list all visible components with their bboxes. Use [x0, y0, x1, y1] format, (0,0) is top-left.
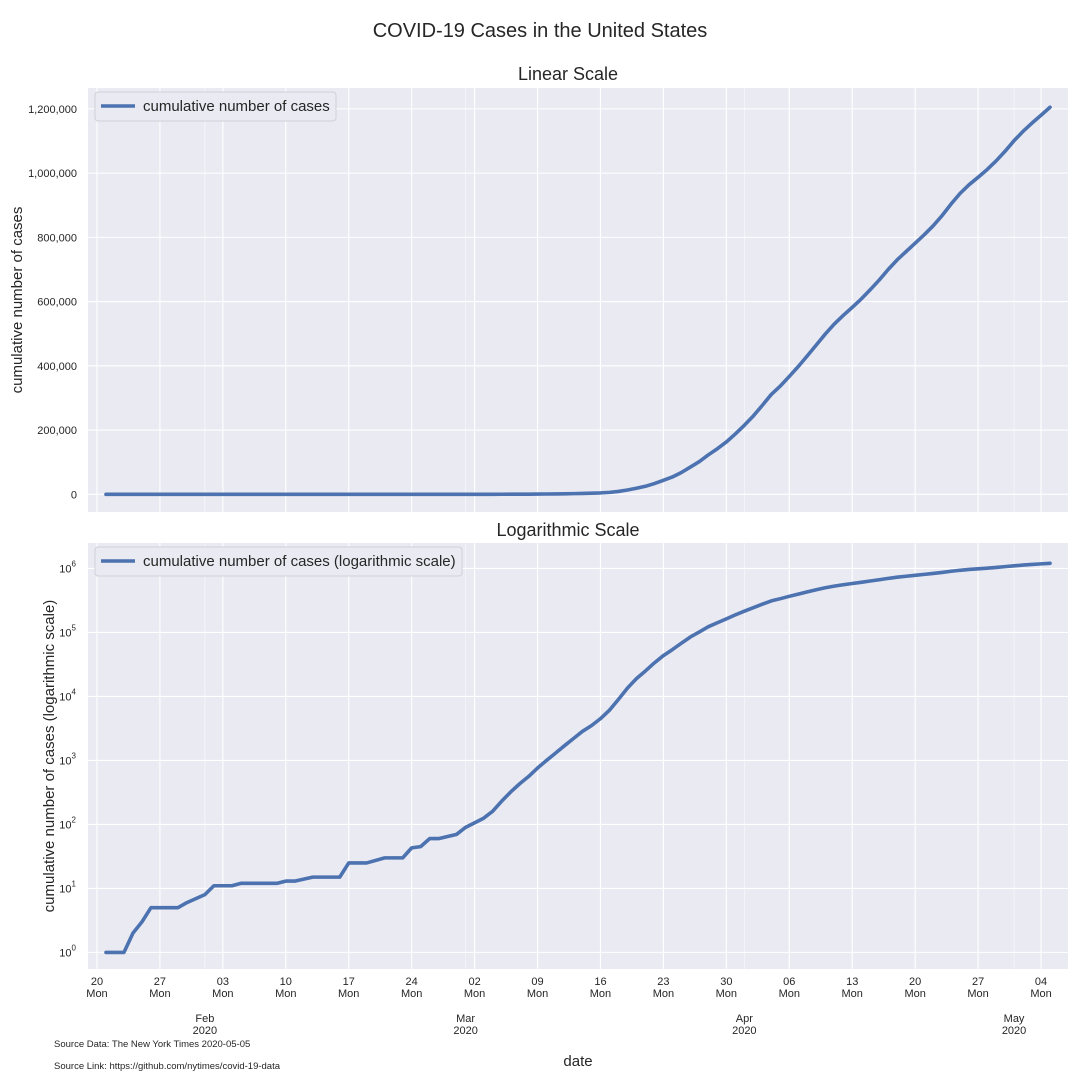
- y-tick-label: 0: [71, 489, 77, 501]
- source-data-text: Source Data: The New York Times 2020-05-…: [54, 1039, 250, 1050]
- panel-title: Logarithmic Scale: [496, 520, 639, 540]
- y-tick-label: 1,200,000: [28, 104, 77, 116]
- plot-area: [88, 543, 1068, 969]
- x-tick-month: May: [1004, 1013, 1025, 1025]
- x-tick-weekday: Mon: [653, 988, 674, 1000]
- x-tick-year: 2020: [193, 1025, 217, 1037]
- x-tick-weekday: Mon: [716, 988, 737, 1000]
- log-scale-panel: 100 101 102 103 104 105 106 Logarithmic Scale cu…: [41, 520, 1068, 969]
- x-tick-day: 10: [280, 976, 292, 988]
- x-tick-day: 02: [468, 976, 480, 988]
- x-tick-day: 16: [594, 976, 606, 988]
- x-tick-day: 04: [1035, 976, 1047, 988]
- x-tick-weekday: Mon: [338, 988, 359, 1000]
- cases-line: [104, 105, 1052, 497]
- x-tick-weekday: Mon: [590, 988, 611, 1000]
- legend-box: [94, 91, 337, 122]
- x-tick-day: 30: [720, 976, 732, 988]
- legend: cumulative number of cases: [94, 91, 337, 122]
- x-tick-weekday: Mon: [904, 988, 925, 1000]
- y-tick-label: 200,000: [37, 425, 77, 437]
- plot-area: [88, 88, 1068, 512]
- y-tick-label: 400,000: [37, 361, 77, 373]
- x-tick-day: 13: [846, 976, 858, 988]
- x-tick-day: 24: [406, 976, 418, 988]
- x-tick-day: 09: [531, 976, 543, 988]
- x-tick-weekday: Mon: [527, 988, 548, 1000]
- y-axis-label: cumulative number of cases (logarithmic …: [41, 600, 58, 913]
- legend-label: cumulative number of cases (logarithmic …: [143, 553, 456, 570]
- x-tick-day: 06: [783, 976, 795, 988]
- y-tick-label: 105: [59, 623, 76, 639]
- source-link-text: Source Link: https://github.com/nytimes/…: [54, 1061, 281, 1072]
- panel-title: Linear Scale: [518, 64, 618, 84]
- x-tick-weekday: Mon: [149, 988, 170, 1000]
- legend-label: cumulative number of cases: [143, 98, 330, 115]
- x-tick-year: 2020: [1002, 1025, 1026, 1037]
- x-tick-day: 23: [657, 976, 669, 988]
- y-tick-label: 800,000: [37, 232, 77, 244]
- x-tick-month: Feb: [195, 1013, 214, 1025]
- x-tick-weekday: Mon: [464, 988, 485, 1000]
- x-tick-day: 17: [343, 976, 355, 988]
- x-tick-weekday: Mon: [401, 988, 422, 1000]
- y-axis-label: cumulative number of cases: [9, 207, 26, 394]
- x-tick-day: 27: [972, 976, 984, 988]
- x-tick-weekday: Mon: [842, 988, 863, 1000]
- x-tick-day: 20: [91, 976, 103, 988]
- legend-box: [94, 546, 463, 577]
- x-tick-month: Apr: [736, 1013, 753, 1025]
- x-tick-weekday: Mon: [275, 988, 296, 1000]
- legend: cumulative number of cases (logarithmic …: [94, 546, 463, 577]
- x-tick-day: 27: [154, 976, 166, 988]
- y-tick-label: 102: [59, 815, 76, 831]
- x-tick-weekday: Mon: [779, 988, 800, 1000]
- y-tick-label: 100: [59, 943, 76, 959]
- y-tick-label: 600,000: [37, 297, 77, 309]
- x-tick-weekday: Mon: [86, 988, 107, 1000]
- x-axis-label: date: [563, 1053, 592, 1070]
- cases-line: [104, 561, 1052, 955]
- x-tick-weekday: Mon: [1030, 988, 1051, 1000]
- y-tick-label: 1,000,000: [28, 168, 77, 180]
- x-tick-weekday: Mon: [967, 988, 988, 1000]
- x-tick-month: Mar: [456, 1013, 475, 1025]
- x-tick-weekday: Mon: [212, 988, 233, 1000]
- x-tick-year: 2020: [732, 1025, 756, 1037]
- y-tick-label: 104: [59, 687, 76, 703]
- y-tick-label: 103: [59, 751, 76, 767]
- y-tick-label: 101: [59, 879, 76, 895]
- y-tick-label: 106: [59, 559, 76, 575]
- x-tick-day: 20: [909, 976, 921, 988]
- figure-title: COVID-19 Cases in the United States: [373, 20, 708, 42]
- x-axis: 20Mon27Mon03Mon10Mon17Mon24Mon02Mon09Mon…: [86, 976, 1051, 1037]
- x-tick-day: 03: [217, 976, 229, 988]
- linear-scale-panel: 0 200,000 400,000 600,000 800,000 1,000,000 1,…: [9, 64, 1068, 512]
- x-tick-year: 2020: [453, 1025, 477, 1037]
